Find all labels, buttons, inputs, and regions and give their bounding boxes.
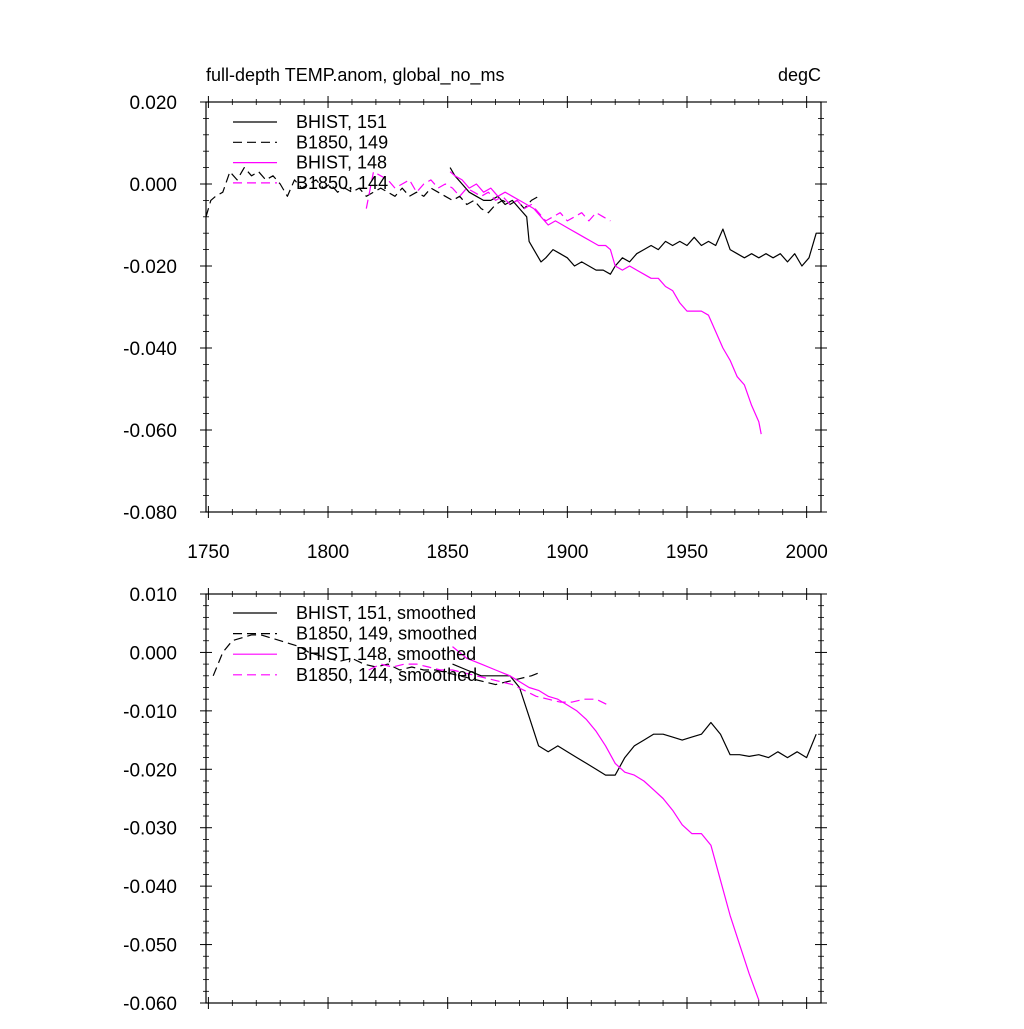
- chart-title: full-depth TEMP.anom, global_no_ms: [206, 65, 505, 86]
- legend-label: B1850, 144, smoothed: [296, 665, 477, 685]
- legend-label: BHIST, 148: [296, 153, 387, 173]
- x-tick-label: 1850: [427, 542, 469, 563]
- y-tick-label: -0.060: [123, 421, 177, 442]
- legend-label: B1850, 149: [296, 132, 388, 152]
- y-tick-label: -0.010: [123, 702, 177, 723]
- series-line-b1850-144: [365, 171, 611, 222]
- legend-label: BHIST, 148, smoothed: [296, 644, 476, 664]
- series-line-b1850-149: [206, 167, 539, 217]
- y-tick-label: -0.060: [123, 994, 177, 1015]
- y-tick-label: -0.040: [123, 877, 177, 898]
- series-line-bhist-151-smoothed: [452, 663, 817, 776]
- y-tick-label: 0.010: [129, 585, 177, 606]
- x-tick-label: 1900: [546, 542, 588, 563]
- legend-label: B1850, 144: [296, 173, 388, 193]
- y-tick-label: 0.000: [129, 643, 177, 664]
- y-tick-label: -0.040: [123, 339, 177, 360]
- plot-frame: [205, 593, 822, 1004]
- bottom-panel: 0.010 0.000 -0.010 -0.020 -0.030 -0.040 -0.050…: [123, 585, 827, 1015]
- y-tick-label: -0.020: [123, 760, 177, 781]
- y-tick-label: 0.000: [129, 175, 177, 196]
- plot-frame: [205, 101, 822, 513]
- top-panel: 0.020 0.000 -0.020 -0.040 -0.060 -0.080 1750 18…: [123, 65, 828, 563]
- y-tick-label: -0.050: [123, 936, 177, 957]
- y-tick-label: -0.020: [123, 257, 177, 278]
- series-line-bhist-151: [449, 167, 821, 275]
- x-tick-label: 1750: [187, 542, 229, 563]
- legend-label: BHIST, 151, smoothed: [296, 603, 476, 623]
- y-tick-label: 0.020: [129, 93, 177, 114]
- legend-label: B1850, 149, smoothed: [296, 624, 477, 644]
- y-tick-label: -0.030: [123, 819, 177, 840]
- series-line-bhist-148-smoothed: [452, 646, 760, 1001]
- legend-label: BHIST, 151: [296, 112, 387, 132]
- y-tick-label: -0.080: [123, 503, 177, 524]
- x-tick-label: 1800: [307, 542, 349, 563]
- x-tick-label: 1950: [666, 542, 708, 563]
- units-label: degC: [778, 65, 821, 85]
- x-tick-label: 2000: [786, 542, 828, 563]
- series-line-bhist-148: [449, 171, 762, 435]
